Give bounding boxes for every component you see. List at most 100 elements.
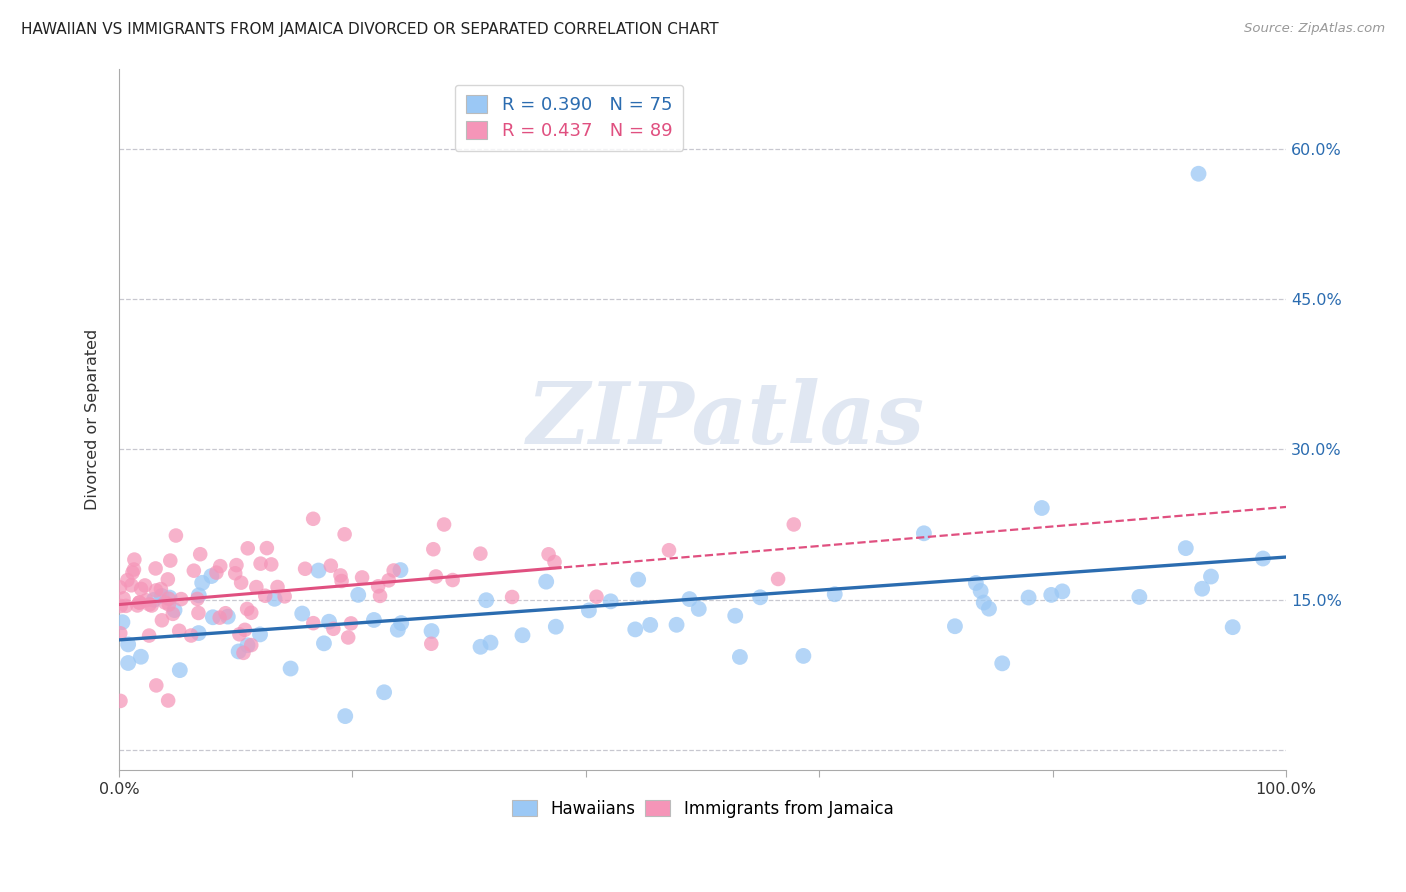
Point bbox=[387, 623, 409, 637]
Point bbox=[263, 591, 285, 606]
Point bbox=[420, 637, 443, 651]
Point bbox=[969, 583, 991, 598]
Point bbox=[157, 693, 180, 707]
Point bbox=[138, 629, 160, 643]
Point bbox=[188, 547, 211, 561]
Point bbox=[534, 574, 557, 589]
Point bbox=[127, 599, 149, 613]
Point bbox=[824, 587, 846, 601]
Point bbox=[599, 594, 621, 608]
Point bbox=[266, 580, 288, 594]
Point bbox=[143, 592, 166, 607]
Point bbox=[167, 624, 190, 638]
Point bbox=[135, 593, 157, 607]
Point bbox=[201, 610, 224, 624]
Point bbox=[145, 561, 167, 575]
Point bbox=[678, 592, 700, 607]
Point bbox=[165, 528, 187, 542]
Point bbox=[312, 636, 335, 650]
Point bbox=[180, 628, 202, 642]
Point bbox=[389, 563, 412, 577]
Point bbox=[578, 603, 600, 617]
Point bbox=[228, 644, 250, 658]
Point bbox=[124, 552, 146, 566]
Point bbox=[433, 517, 456, 532]
Point bbox=[543, 555, 565, 569]
Point bbox=[170, 592, 193, 607]
Point bbox=[302, 616, 325, 631]
Point bbox=[367, 579, 389, 593]
Point bbox=[319, 558, 342, 573]
Point bbox=[111, 615, 134, 630]
Point bbox=[425, 569, 447, 583]
Point bbox=[256, 541, 278, 555]
Point bbox=[117, 573, 139, 587]
Point bbox=[153, 595, 176, 609]
Point bbox=[240, 606, 263, 620]
Text: ZIPatlas: ZIPatlas bbox=[527, 377, 925, 461]
Point bbox=[470, 547, 492, 561]
Point bbox=[1031, 501, 1053, 516]
Point bbox=[585, 590, 607, 604]
Point bbox=[110, 626, 132, 640]
Point bbox=[157, 591, 180, 606]
Text: HAWAIIAN VS IMMIGRANTS FROM JAMAICA DIVORCED OR SEPARATED CORRELATION CHART: HAWAIIAN VS IMMIGRANTS FROM JAMAICA DIVO… bbox=[21, 22, 718, 37]
Point bbox=[163, 603, 186, 617]
Point bbox=[512, 628, 534, 642]
Point bbox=[638, 618, 661, 632]
Point bbox=[1187, 167, 1209, 181]
Point bbox=[128, 595, 150, 609]
Point bbox=[470, 640, 492, 654]
Point bbox=[117, 656, 139, 670]
Point bbox=[624, 623, 647, 637]
Point bbox=[108, 581, 131, 595]
Point bbox=[1191, 582, 1213, 596]
Point bbox=[120, 578, 142, 592]
Point bbox=[217, 609, 239, 624]
Point bbox=[150, 613, 173, 627]
Point bbox=[294, 562, 316, 576]
Point bbox=[224, 566, 246, 581]
Point bbox=[783, 517, 806, 532]
Point bbox=[766, 572, 789, 586]
Point bbox=[187, 626, 209, 640]
Point bbox=[373, 685, 395, 699]
Point bbox=[302, 512, 325, 526]
Point bbox=[544, 620, 567, 634]
Point bbox=[501, 590, 523, 604]
Point bbox=[973, 595, 995, 609]
Point bbox=[688, 602, 710, 616]
Point bbox=[280, 661, 302, 675]
Point bbox=[333, 527, 356, 541]
Point bbox=[728, 649, 751, 664]
Point bbox=[363, 613, 385, 627]
Point bbox=[792, 648, 814, 663]
Y-axis label: Divorced or Separated: Divorced or Separated bbox=[86, 328, 100, 510]
Point bbox=[382, 564, 405, 578]
Point bbox=[912, 526, 935, 541]
Point bbox=[128, 596, 150, 610]
Point bbox=[141, 599, 163, 613]
Point bbox=[273, 590, 295, 604]
Legend: Hawaiians, Immigrants from Jamaica: Hawaiians, Immigrants from Jamaica bbox=[505, 794, 900, 825]
Point bbox=[159, 553, 181, 567]
Point bbox=[110, 694, 132, 708]
Point bbox=[377, 574, 399, 588]
Point bbox=[347, 588, 370, 602]
Point bbox=[245, 580, 267, 594]
Point bbox=[291, 607, 314, 621]
Point bbox=[117, 637, 139, 651]
Point bbox=[145, 678, 167, 692]
Point bbox=[1199, 569, 1222, 583]
Point bbox=[187, 588, 209, 602]
Point bbox=[231, 575, 253, 590]
Point bbox=[169, 663, 191, 677]
Point bbox=[205, 566, 228, 580]
Point bbox=[254, 589, 277, 603]
Point bbox=[1174, 541, 1197, 555]
Point bbox=[479, 635, 502, 649]
Point bbox=[149, 582, 172, 596]
Point bbox=[322, 622, 344, 636]
Point bbox=[991, 657, 1014, 671]
Point bbox=[236, 602, 259, 616]
